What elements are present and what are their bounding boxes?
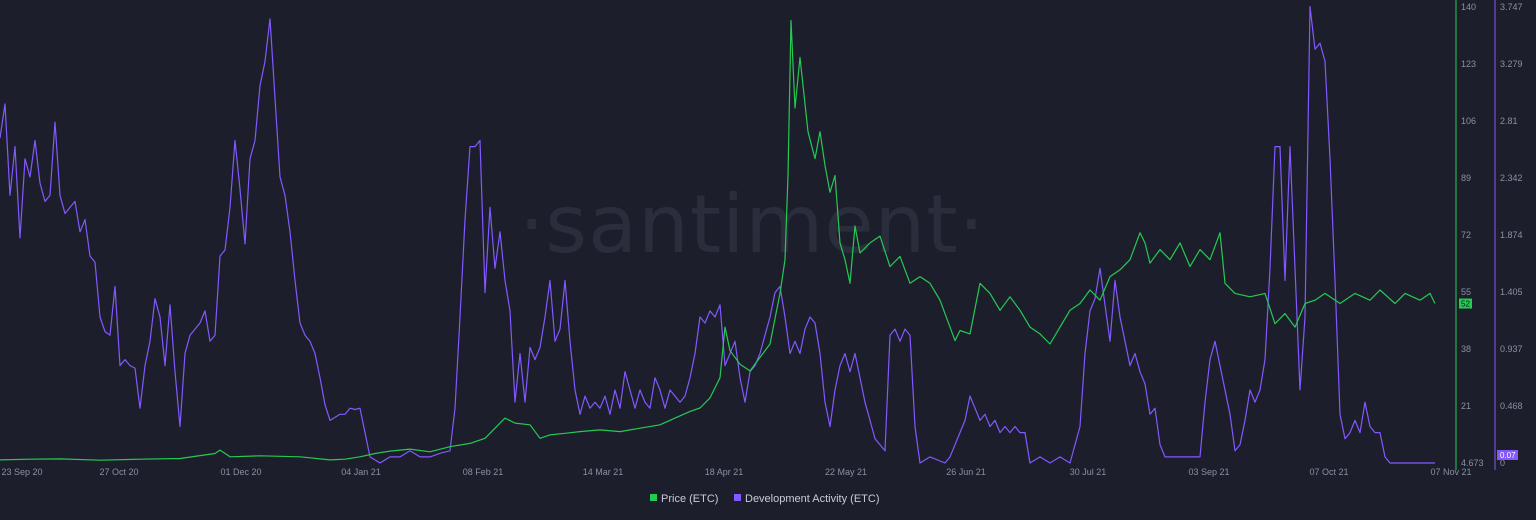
dev-tick-label: 3.279 bbox=[1500, 59, 1523, 69]
price-tick-label: 140 bbox=[1461, 2, 1476, 12]
x-tick-label: 07 Oct 21 bbox=[1309, 467, 1348, 477]
legend: Price (ETC) Development Activity (ETC) bbox=[650, 493, 879, 505]
watermark: ·santiment· bbox=[519, 178, 985, 271]
dev-tick-label: 1.405 bbox=[1500, 287, 1523, 297]
dev-current-badge: 0.07 bbox=[1497, 450, 1518, 460]
legend-swatch-dev-activity bbox=[734, 494, 741, 501]
x-tick-label: 27 Oct 20 bbox=[99, 467, 138, 477]
x-tick-label: 01 Dec 20 bbox=[220, 467, 261, 477]
x-tick-label: 04 Jan 21 bbox=[341, 467, 381, 477]
price-tick-label: 89 bbox=[1461, 173, 1471, 183]
price-series-line bbox=[0, 19, 1436, 461]
dev-activity-series-line bbox=[0, 6, 1435, 464]
x-tick-label: 30 Jul 21 bbox=[1070, 467, 1107, 477]
legend-label-dev-activity: Development Activity (ETC) bbox=[745, 493, 879, 505]
price-badge-bg bbox=[1459, 298, 1472, 309]
price-tick-label: 72 bbox=[1461, 230, 1471, 240]
x-tick-label: 18 Apr 21 bbox=[705, 467, 744, 477]
dev-tick-label: 2.342 bbox=[1500, 173, 1523, 183]
price-tick-label: 21 bbox=[1461, 401, 1471, 411]
x-tick-label: 22 May 21 bbox=[825, 467, 867, 477]
x-tick-label: 07 Nov 21 bbox=[1430, 467, 1471, 477]
price-badge-value: 52 bbox=[1461, 300, 1470, 309]
x-tick-label: 08 Feb 21 bbox=[463, 467, 504, 477]
dev-badge-bg bbox=[1497, 450, 1518, 460]
legend-item-price[interactable]: Price (ETC) bbox=[650, 493, 718, 505]
x-tick-label: 23 Sep 20 bbox=[1, 467, 42, 477]
dev-tick-label: 1.874 bbox=[1500, 230, 1523, 240]
dev-tick-label: 3.747 bbox=[1500, 2, 1523, 12]
x-tick-label: 26 Jun 21 bbox=[946, 467, 986, 477]
dev-badge-value: 0.07 bbox=[1500, 451, 1516, 460]
dev-tick-label: 0 bbox=[1500, 458, 1505, 468]
price-tick-label: 123 bbox=[1461, 59, 1476, 69]
price-tick-label: 55 bbox=[1461, 287, 1471, 297]
x-tick-label: 03 Sep 21 bbox=[1188, 467, 1229, 477]
price-tick-label: 38 bbox=[1461, 344, 1471, 354]
x-axis-ticks: 23 Sep 20 27 Oct 20 01 Dec 20 04 Jan 21 08 F… bbox=[1, 467, 1471, 477]
price-tick-label: 4.673 bbox=[1461, 458, 1484, 468]
price-axis-ticks: 140 123 106 89 72 55 38 21 4.673 bbox=[1461, 2, 1484, 468]
legend-swatch-price bbox=[650, 494, 657, 501]
x-tick-label: 14 Mar 21 bbox=[583, 467, 624, 477]
dev-tick-label: 2.81 bbox=[1500, 116, 1518, 126]
series-layer bbox=[0, 6, 1436, 464]
legend-item-dev-activity[interactable]: Development Activity (ETC) bbox=[734, 493, 879, 505]
dev-tick-label: 0.937 bbox=[1500, 344, 1523, 354]
dev-axis-ticks: 3.747 3.279 2.81 2.342 1.874 1.405 0.937 0.468 0 bbox=[1500, 2, 1523, 468]
price-tick-label: 106 bbox=[1461, 116, 1476, 126]
dev-tick-label: 0.468 bbox=[1500, 401, 1523, 411]
legend-label-price: Price (ETC) bbox=[661, 493, 718, 505]
price-current-badge: 52 bbox=[1459, 298, 1472, 309]
